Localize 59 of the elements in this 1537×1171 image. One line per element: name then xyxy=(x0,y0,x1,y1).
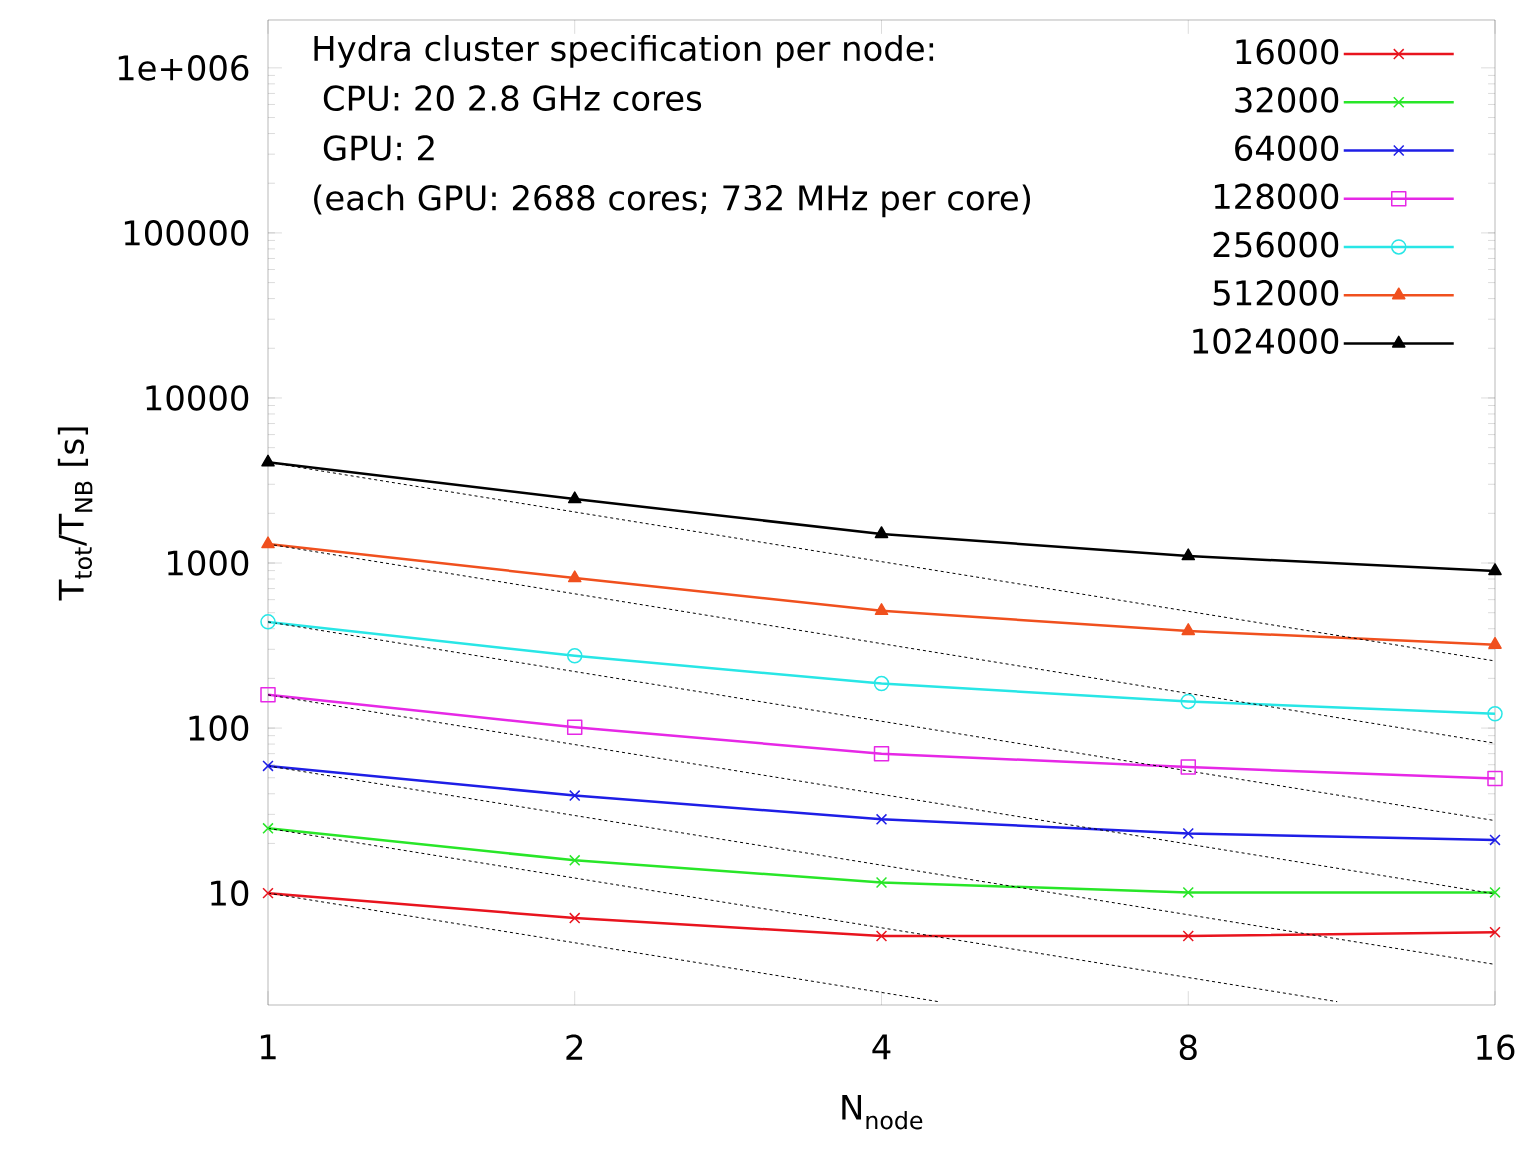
annotation: CPU: 20 2.8 GHz cores xyxy=(323,85,702,111)
point xyxy=(1182,930,1194,942)
point xyxy=(566,648,583,664)
point xyxy=(566,719,583,736)
point xyxy=(1487,770,1503,787)
legend-label: 64000 xyxy=(1235,135,1339,162)
legend-label: 32000 xyxy=(1235,87,1339,113)
legend-label: 1024000 xyxy=(1193,328,1339,354)
legend-label: 512000 xyxy=(1213,280,1339,306)
x-tick-label: 16 xyxy=(1477,1034,1515,1061)
point xyxy=(1488,636,1502,649)
annotation: Hydra cluster specification per node: xyxy=(314,34,934,68)
y-tick-label: 1000 xyxy=(168,550,249,576)
point xyxy=(1180,759,1197,775)
annotation: (each GPU: 2688 cores; 732 MHz per core) xyxy=(314,184,1031,218)
point xyxy=(262,887,274,899)
legend-label: 128000 xyxy=(1214,183,1339,210)
y-axis-title: T$_{tot}$/T$_{NB}$ [s] xyxy=(57,427,93,601)
x-axis-title: N$_{node}$ xyxy=(842,1094,923,1130)
x-tick-label: 1 xyxy=(260,1034,276,1060)
point xyxy=(1488,563,1502,576)
y-tick-label: 10000 xyxy=(146,385,249,411)
legend-label: 256000 xyxy=(1213,231,1339,258)
point xyxy=(1180,693,1197,710)
point xyxy=(567,491,582,504)
point xyxy=(569,854,581,867)
point xyxy=(875,876,888,889)
point xyxy=(260,687,276,703)
point xyxy=(875,813,888,826)
point xyxy=(1489,926,1501,938)
point xyxy=(569,912,581,924)
point xyxy=(260,614,276,630)
y-tick-label: 10 xyxy=(211,880,249,906)
point xyxy=(1489,886,1501,899)
point xyxy=(1182,886,1194,899)
legend-label: 16000 xyxy=(1236,38,1339,65)
x-tick-label: 8 xyxy=(1179,1034,1197,1061)
y-tick-label: 100 xyxy=(189,715,249,741)
point xyxy=(1182,827,1194,840)
point xyxy=(875,930,888,942)
x-tick-label: 4 xyxy=(872,1034,891,1060)
y-tick-label: 1e+006 xyxy=(118,55,249,81)
point xyxy=(1489,834,1501,846)
point xyxy=(874,526,889,539)
point xyxy=(567,570,582,583)
point xyxy=(1181,548,1196,561)
y-tick-label: 100000 xyxy=(124,220,249,246)
point xyxy=(873,745,890,762)
point xyxy=(1181,623,1196,636)
point xyxy=(261,536,275,549)
point xyxy=(1487,706,1503,722)
x-tick-label: 2 xyxy=(566,1034,583,1060)
point xyxy=(873,675,890,692)
point xyxy=(262,822,274,835)
point xyxy=(262,760,274,772)
point xyxy=(261,454,275,467)
point xyxy=(874,603,889,616)
annotation: GPU: 2 xyxy=(323,135,434,161)
point xyxy=(569,789,581,802)
